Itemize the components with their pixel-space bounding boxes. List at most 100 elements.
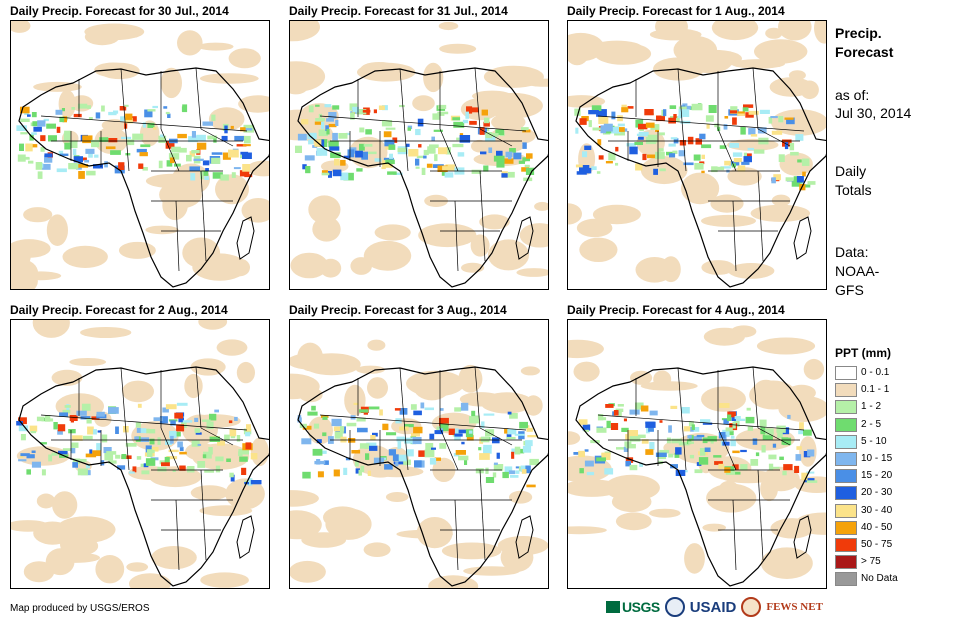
dry-area (190, 485, 229, 501)
dry-area (701, 260, 735, 275)
coastline (18, 67, 269, 288)
precip-cell (722, 441, 730, 446)
country-border (439, 427, 459, 471)
precip-cell (72, 148, 77, 156)
precip-cell (360, 465, 365, 473)
precip-cell (71, 107, 75, 110)
precip-cell (713, 455, 722, 458)
precip-cell (187, 466, 195, 473)
precip-cell (18, 417, 27, 425)
precip-cell (605, 161, 613, 164)
dry-area (290, 373, 320, 400)
precip-cell (583, 429, 589, 432)
precip-cell (437, 111, 449, 115)
precip-cell (737, 113, 745, 116)
precip-cell (525, 167, 535, 175)
precip-cell (683, 426, 691, 432)
dry-area (615, 512, 652, 531)
dry-area (770, 518, 814, 539)
precip-cell (332, 105, 340, 110)
precip-cell (51, 452, 58, 456)
precip-cell (166, 456, 178, 460)
precip-cell (228, 420, 233, 424)
precip-cell (507, 411, 512, 415)
precip-cell (795, 134, 804, 141)
precip-cell (226, 458, 231, 462)
dry-area (762, 466, 800, 492)
precip-cell (396, 436, 405, 442)
precip-cell (96, 443, 102, 452)
precip-cell (229, 472, 234, 478)
precip-cell (37, 171, 43, 179)
precip-cell (136, 456, 142, 460)
precip-cell (729, 110, 738, 114)
precip-cell (405, 449, 414, 457)
precip-cell (483, 117, 490, 124)
precip-cell (44, 153, 53, 158)
precip-cell (493, 155, 505, 162)
precip-cell (675, 447, 682, 455)
precip-cell (701, 154, 705, 159)
precip-cell (417, 118, 424, 127)
precip-cell (407, 127, 411, 131)
precip-cell (30, 431, 37, 434)
precip-cell (492, 472, 497, 478)
precip-cell (638, 136, 644, 140)
precip-cell (88, 117, 93, 120)
precip-cell (694, 163, 704, 170)
precip-cell (719, 403, 730, 408)
precip-cell (236, 144, 247, 147)
precip-cell (308, 139, 314, 145)
precip-cell (355, 468, 360, 474)
precip-cell (692, 427, 700, 432)
precip-cell (598, 116, 609, 124)
precip-cell (356, 168, 363, 172)
precip-cell (647, 134, 658, 143)
precip-cell (393, 461, 405, 465)
precip-cell (588, 120, 592, 128)
precip-cell (397, 454, 408, 462)
precip-cell (642, 153, 647, 161)
precip-cell (414, 460, 422, 468)
precip-cell (591, 105, 602, 111)
dry-area (568, 95, 606, 108)
precip-cell (784, 142, 789, 150)
precip-cell (62, 409, 71, 414)
precip-cell (40, 135, 46, 142)
precip-cell (635, 402, 644, 410)
precip-cell (373, 457, 385, 464)
madagascar-outline (515, 515, 534, 559)
precip-cell (179, 451, 187, 455)
legend-swatch (835, 572, 857, 587)
precip-cell (59, 116, 65, 123)
country-border (195, 366, 202, 429)
dry-area (374, 224, 411, 241)
madagascar-outline (236, 216, 255, 260)
precip-cell (668, 425, 672, 433)
dry-area (344, 384, 366, 416)
precip-cell (611, 126, 621, 134)
precip-cell (318, 129, 328, 137)
precip-cell (694, 469, 703, 474)
precip-cell (442, 166, 449, 171)
precip-cell (110, 150, 121, 155)
precip-cell (381, 120, 393, 127)
precip-cell (149, 438, 155, 445)
precip-cell (778, 154, 785, 162)
precip-cell (146, 449, 153, 457)
precip-cell (197, 461, 206, 468)
precip-cell (520, 465, 528, 472)
precip-cell (693, 154, 701, 161)
precip-cell (765, 428, 774, 436)
precip-cell (343, 172, 354, 181)
precip-cell (750, 459, 759, 466)
precip-cell (359, 409, 369, 413)
precip-cell (786, 117, 795, 125)
legend-swatch (835, 366, 857, 380)
precip-cell (617, 115, 623, 122)
precip-cell (723, 124, 728, 130)
precip-cell (598, 155, 604, 160)
precip-cell (681, 407, 690, 414)
logo-strip: USGS USAID FEWS NET (606, 594, 823, 620)
precip-cell (796, 446, 802, 450)
